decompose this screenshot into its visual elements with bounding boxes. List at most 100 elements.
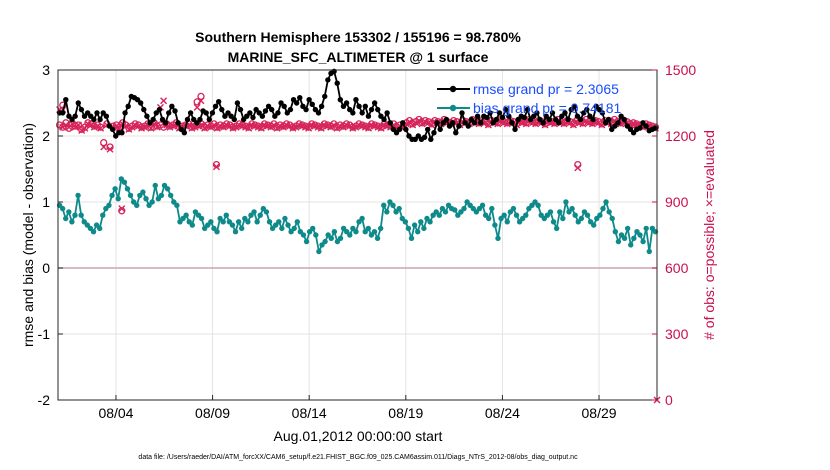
obs-evaluated-point-82-b — [314, 123, 322, 131]
rmse-point-90 — [337, 97, 344, 103]
right-tick-label-5: 1500 — [665, 62, 696, 78]
bias-point-116 — [415, 229, 421, 235]
rmse-point-35 — [166, 110, 172, 116]
bias-point-177 — [603, 199, 609, 205]
bias-point-147 — [510, 205, 517, 212]
y-axis-left-label: rmse and bias (model - observation) — [20, 123, 36, 347]
rmse-point-81 — [309, 101, 315, 108]
obs-evaluated-point-81-b — [311, 122, 319, 130]
obs-evaluated-point-4-b — [68, 120, 76, 128]
obs-possible-point-61 — [248, 120, 256, 128]
bias-point-86 — [322, 238, 328, 245]
obs-evaluated-point-16-b — [106, 145, 114, 153]
bias-point-100 — [365, 225, 372, 232]
obs-possible-point-95 — [355, 120, 363, 128]
bias-point-166 — [569, 205, 575, 212]
rmse-point-13 — [97, 116, 103, 123]
legend: rmse grand pr = 2.3065 bias grand pr = 0… — [437, 81, 621, 116]
rmse-point-167 — [577, 116, 584, 123]
obs-evaluated-point-96-b — [358, 122, 366, 130]
obs-possible-outlier-0 — [59, 101, 67, 109]
obs-evaluated-point-24-b — [131, 121, 139, 129]
bias-point-30 — [149, 199, 155, 205]
bias-point-71 — [276, 219, 282, 225]
rmse-point-57 — [234, 100, 241, 106]
rmse-point-137 — [484, 114, 490, 121]
bias-point-11 — [90, 229, 97, 235]
bias-point-164 — [563, 199, 569, 205]
bias-point-128 — [452, 207, 458, 213]
obs-evaluated-point-59-b — [242, 123, 250, 131]
bias-point-189 — [640, 238, 646, 245]
rmse-point-7 — [78, 106, 85, 113]
obs-evaluated-point-182-b — [629, 120, 637, 128]
bias-point-59 — [239, 225, 245, 232]
rmse-point-42 — [187, 110, 194, 116]
obs-evaluated-point-114-b — [415, 117, 423, 125]
rmse-point-36 — [169, 103, 175, 110]
bias-point-53 — [220, 219, 226, 225]
bias-point-179 — [609, 215, 615, 222]
rmse-point-118 — [424, 126, 431, 133]
rmse-point-153 — [534, 110, 540, 116]
obs-evaluated-point-146-b — [516, 118, 524, 126]
bias-point-118 — [421, 225, 427, 232]
left-tick-label-4: 2 — [42, 128, 50, 144]
left-tick-label-3: 1 — [42, 194, 50, 210]
bias-point-115 — [411, 222, 418, 228]
rmse-point-30 — [150, 116, 156, 123]
rmse-point-86 — [325, 77, 331, 83]
bias-point-1 — [59, 205, 66, 212]
rmse-point-102 — [375, 106, 381, 113]
obs-possible-point-57 — [235, 120, 243, 128]
series-lines — [56, 68, 659, 255]
bias-point-159 — [547, 209, 554, 215]
obs-evaluated-point-6 — [74, 121, 82, 129]
bias-point-131 — [461, 205, 467, 212]
x-tick-label-5: 08/29 — [582, 405, 617, 421]
bias-point-137 — [479, 202, 486, 208]
bias-point-51 — [214, 229, 220, 235]
obs-evaluated-point-95-b — [355, 121, 363, 129]
bias-point-113 — [405, 225, 412, 232]
bias-point-171 — [584, 212, 591, 218]
rmse-point-124 — [443, 116, 450, 123]
bias-point-14 — [100, 212, 106, 218]
rmse-point-84 — [318, 103, 325, 110]
rmse-point-56 — [231, 116, 237, 123]
legend-rmse-label: rmse grand pr = 2.3065 — [473, 81, 619, 97]
bias-point-183 — [621, 235, 628, 241]
obs-evaluated-point-77-b — [298, 122, 306, 130]
obs-possible-point-116 — [421, 116, 429, 125]
chart-title-line2: MARINE_SFC_ALTIMETER @ 1 surface — [228, 49, 489, 65]
rmse-point-37 — [172, 108, 178, 114]
obs-evaluated-point-19-b — [115, 124, 123, 132]
rmse-point-155 — [540, 120, 546, 126]
obs-evaluated-point-116-b — [421, 118, 429, 126]
rmse-point-79 — [303, 106, 309, 113]
obs-evaluated-point-29-b — [147, 124, 155, 132]
rmse-point-127 — [453, 130, 459, 136]
bias-point-112 — [402, 219, 409, 225]
rmse-point-119 — [428, 136, 434, 142]
rmse-point-88 — [331, 68, 337, 75]
bias-point-56 — [229, 222, 236, 228]
bias-point-110 — [396, 205, 402, 212]
rmse-point-169 — [584, 106, 590, 113]
bias-point-49 — [208, 219, 214, 225]
rmse-point-15 — [103, 113, 110, 119]
obs-evaluated-point-31-b — [153, 123, 161, 131]
rmse-point-1 — [59, 110, 66, 116]
rmse-point-5 — [72, 113, 78, 119]
obs-evaluated-outlier-5 — [574, 164, 582, 172]
bias-point-190 — [643, 225, 649, 232]
rmse-point-96 — [356, 103, 362, 110]
bias-point-17 — [109, 192, 115, 199]
bias-point-72 — [279, 225, 285, 232]
bias-point-162 — [557, 209, 563, 215]
legend-rmse-marker — [449, 85, 457, 93]
bias-point-104 — [377, 225, 384, 232]
bias-point-13 — [96, 225, 103, 232]
bias-point-102 — [371, 229, 378, 235]
rmse-point-76 — [293, 100, 300, 106]
